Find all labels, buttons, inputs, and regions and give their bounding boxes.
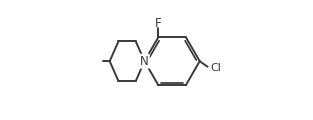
- Text: F: F: [155, 17, 162, 30]
- Text: N: N: [140, 55, 149, 68]
- Text: Cl: Cl: [211, 63, 221, 73]
